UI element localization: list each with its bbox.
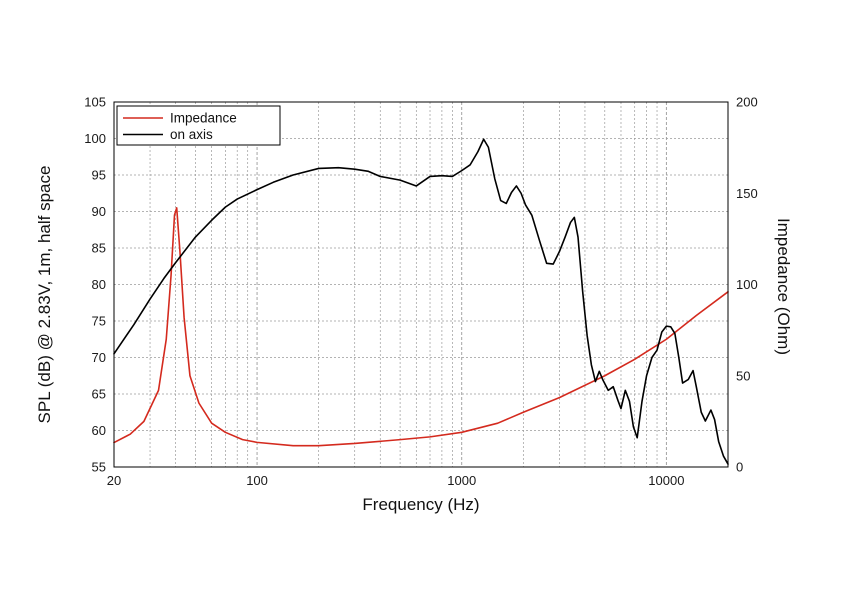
y-left-tick-label: 65 <box>92 387 106 402</box>
y-left-tick-label: 75 <box>92 314 106 329</box>
plot-frame <box>113 101 729 468</box>
x-tick-label: 100 <box>246 473 268 488</box>
series-layer <box>113 138 729 465</box>
y-axis-left-title: SPL (dB) @ 2.83V, 1m, half space <box>35 166 54 424</box>
y-left-tick-label: 100 <box>84 131 106 146</box>
x-axis-title: Frequency (Hz) <box>362 495 479 514</box>
legend: Impedance on axis <box>116 105 281 146</box>
y-axis-right-title: Impedance (Ohm) <box>774 218 793 355</box>
x-tick-label: 1000 <box>447 473 476 488</box>
y-left-tick-label: 85 <box>92 241 106 256</box>
y-right-tick-label: 200 <box>736 95 758 110</box>
grid <box>114 102 728 467</box>
legend-label-impedance: Impedance <box>170 111 237 126</box>
legend-box <box>116 105 281 146</box>
legend-label-on-axis: on axis <box>170 127 213 142</box>
y-left-tick-label: 60 <box>92 423 106 438</box>
x-tick-label: 20 <box>107 473 121 488</box>
y-left-tick-label: 70 <box>92 350 106 365</box>
y-left-tick-label: 80 <box>92 277 106 292</box>
series-line-impedance <box>113 207 729 447</box>
y-right-tick-label: 50 <box>736 368 750 383</box>
y-left-tick-label: 90 <box>92 204 106 219</box>
y-right-tick-label: 150 <box>736 186 758 201</box>
y-left-tick-label: 95 <box>92 168 106 183</box>
y-left-tick-label: 105 <box>84 95 106 110</box>
y-right-tick-label: 0 <box>736 460 743 475</box>
y-left-tick-label: 55 <box>92 460 106 475</box>
y-right-tick-label: 100 <box>736 277 758 292</box>
tick-labels: 20 100 1000 10000 55 60 65 70 75 80 85 90 95 100 105 0 5… <box>84 95 757 489</box>
x-tick-label: 10000 <box>648 473 684 488</box>
series-line-on-axis <box>113 138 729 465</box>
